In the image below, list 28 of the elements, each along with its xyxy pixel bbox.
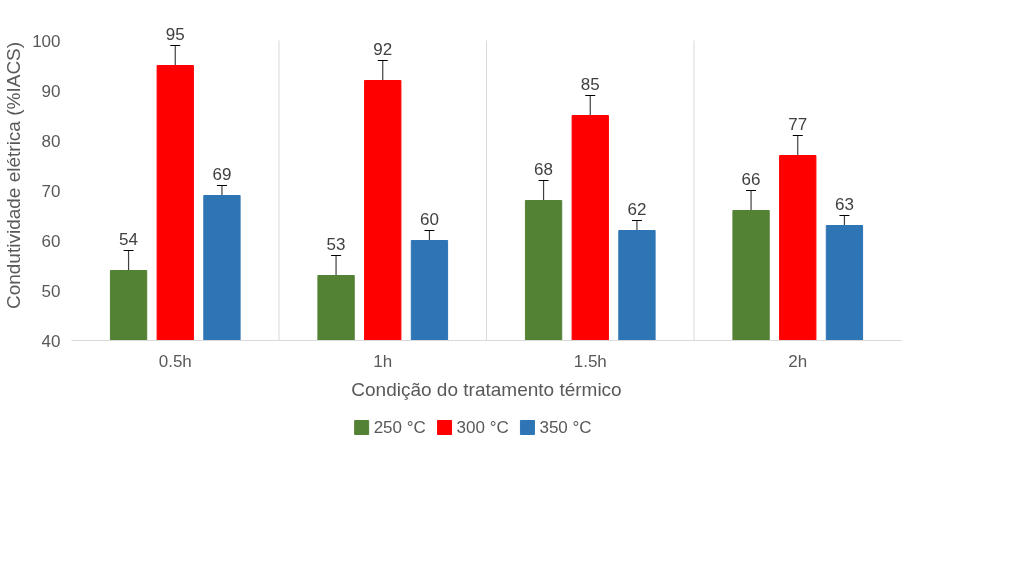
legend-label: 300 °C	[456, 418, 509, 437]
x-axis-title: Condição do tratamento térmico	[351, 378, 622, 400]
data-label: 62	[627, 199, 647, 219]
y-tick-label: 60	[41, 231, 61, 251]
data-label: 85	[580, 74, 600, 94]
legend-label: 350 °C	[539, 418, 592, 437]
legend-label: 250 °C	[373, 418, 426, 437]
data-label: 63	[834, 194, 854, 214]
x-tick-label: 1h	[373, 351, 393, 371]
data-label: 66	[741, 169, 761, 189]
data-label: 60	[419, 209, 439, 229]
y-tick-label: 80	[41, 131, 61, 151]
data-label: 77	[788, 114, 808, 134]
x-tick-label: 0.5h	[158, 351, 192, 371]
x-tick-label: 2h	[788, 351, 808, 371]
y-tick-label: 90	[41, 81, 61, 101]
data-label: 95	[165, 24, 185, 44]
data-label: 92	[373, 39, 393, 59]
data-label: 68	[534, 159, 554, 179]
data-label: 69	[212, 164, 232, 184]
data-label: 53	[326, 234, 346, 254]
y-tick-label: 50	[41, 281, 61, 301]
y-tick-label: 100	[32, 31, 61, 51]
y-tick-label: 40	[41, 331, 61, 351]
data-label: 54	[119, 229, 139, 249]
x-tick-label: 1.5h	[573, 351, 607, 371]
y-axis-title: Condutividade elétrica (%IACS)	[3, 41, 25, 310]
y-tick-label: 70	[41, 181, 61, 201]
